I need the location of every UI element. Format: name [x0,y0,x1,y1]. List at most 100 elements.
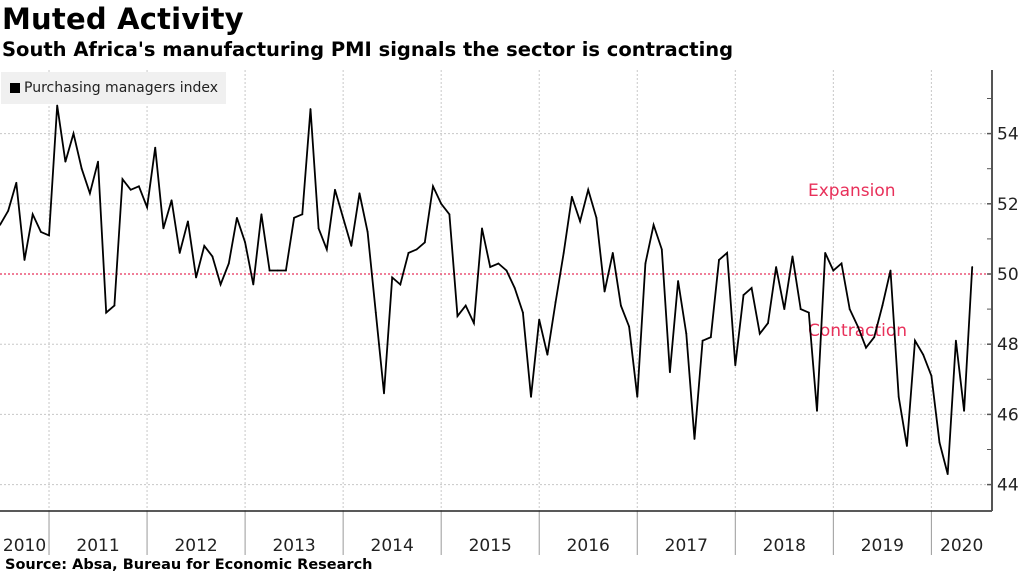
data-point [137,185,140,188]
data-point [342,216,345,219]
data-point [873,336,876,339]
data-point [946,473,949,475]
data-point [211,255,214,258]
data-point [930,374,933,377]
data-point [530,395,532,398]
data-point [897,395,900,398]
data-point [170,199,173,202]
data-point [603,290,606,293]
data-point [7,209,10,212]
x-tick-label: 2018 [763,536,806,556]
data-point [538,318,541,321]
data-point [840,262,843,265]
data-point [0,223,1,226]
data-point [472,322,475,325]
data-point [546,353,549,356]
data-point [219,283,222,286]
data-point [268,269,271,272]
data-point [481,227,483,230]
data-point [938,441,941,444]
x-tick-label: 2010 [3,536,46,556]
data-point [260,213,263,216]
data-point [644,262,647,265]
data-point [914,339,916,342]
data-point [391,276,394,279]
data-point [48,234,50,237]
x-tick-label: 2017 [665,536,708,556]
data-point [824,252,827,254]
y-tick-label: 48 [997,335,1019,355]
annotation-contraction: Contraction [808,321,907,341]
y-tick-label: 44 [997,476,1019,496]
data-point [905,445,908,447]
data-point [399,283,402,286]
data-point [611,252,614,254]
annotations: Expansion Contraction [0,181,992,341]
data-point [971,266,974,268]
data-point [203,245,206,247]
annotation-expansion: Expansion [808,181,896,201]
data-point [31,213,34,216]
data-point [726,252,729,254]
data-point [595,216,598,219]
x-tick-label: 2014 [371,536,414,556]
data-point [97,160,99,163]
data-point [195,276,197,279]
data-point [521,311,524,314]
x-tick-label: 2015 [469,536,512,556]
data-point [807,311,810,314]
data-point [15,181,18,184]
data-point [701,339,704,342]
data-point [963,409,965,412]
data-point [146,206,148,209]
data-point [432,185,434,188]
chart-subtitle: South Africa's manufacturing PMI signals… [2,38,734,61]
series-layer [0,104,974,475]
data-point [407,252,410,254]
data-point [889,269,892,272]
data-point [750,287,753,289]
data-point [848,308,851,310]
x-tick-label: 2011 [76,536,119,556]
x-tick-label: 2016 [567,536,610,556]
data-point [832,269,835,272]
data-point [80,167,83,170]
data-point [285,269,287,272]
x-tick-label: 2019 [861,536,904,556]
data-point [791,255,794,258]
axes: 44 46 48 50 52 54 2010 2011 2012 2013 2014 2015 2016… [0,70,1019,556]
data-point [628,325,630,328]
data-point [293,216,296,219]
data-point [816,409,818,412]
data-point [734,364,737,367]
data-point [497,262,500,265]
data-point [309,108,312,110]
data-point [505,269,508,272]
legend-label: Purchasing managers index [24,80,219,96]
data-point [456,315,459,318]
y-tick-label: 46 [997,405,1019,425]
data-point [636,395,639,398]
data-point [162,227,165,230]
source-note: Source: Absa, Bureau for Economic Resear… [5,557,373,573]
data-point [758,332,761,335]
data-point [922,353,925,356]
data-point [742,294,745,296]
data-point [374,311,377,314]
data-point [113,304,116,307]
data-point [154,146,157,149]
y-tick-label: 54 [997,125,1019,145]
data-point [513,287,516,289]
data-point [709,336,712,339]
data-point [105,311,108,314]
data-point [244,241,247,244]
x-tick-label: 2012 [174,536,217,556]
data-point [334,188,336,191]
data-point [187,220,189,223]
data-point [227,262,230,265]
data-point [121,178,124,181]
data-point [579,220,581,223]
data-point [129,188,132,191]
data-point [464,304,467,307]
